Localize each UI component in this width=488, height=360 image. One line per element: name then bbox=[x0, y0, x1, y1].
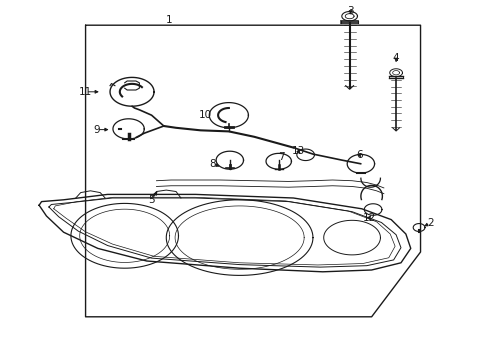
Text: 3: 3 bbox=[346, 6, 353, 16]
Text: 9: 9 bbox=[93, 125, 100, 135]
Text: 8: 8 bbox=[209, 159, 216, 169]
Text: 6: 6 bbox=[355, 150, 362, 160]
Text: 10: 10 bbox=[199, 110, 211, 120]
Text: 2: 2 bbox=[426, 218, 433, 228]
Text: 7: 7 bbox=[277, 152, 284, 162]
Text: 11: 11 bbox=[79, 87, 92, 97]
Text: 12: 12 bbox=[362, 213, 375, 223]
Text: 1: 1 bbox=[165, 15, 172, 25]
Text: 4: 4 bbox=[392, 53, 399, 63]
Text: 13: 13 bbox=[291, 146, 305, 156]
Text: 5: 5 bbox=[148, 195, 155, 205]
